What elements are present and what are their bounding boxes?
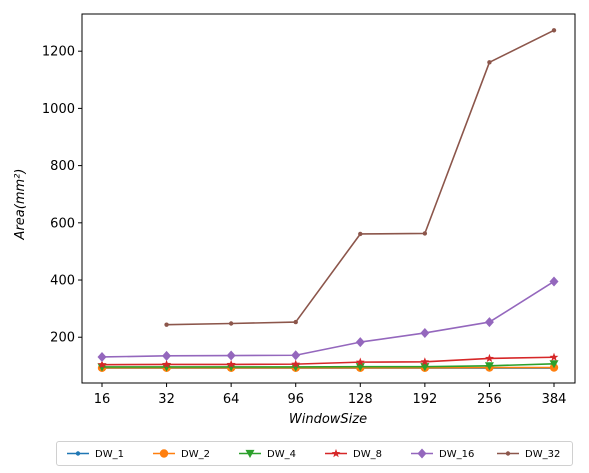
legend-entry: DW_8 <box>325 449 382 460</box>
data-point <box>487 60 491 64</box>
data-point <box>291 350 300 360</box>
x-tick-label: 32 <box>158 392 175 407</box>
x-tick-label: 96 <box>287 392 304 407</box>
legend-entry: DW_1 <box>67 449 124 460</box>
y-tick-label: 600 <box>50 216 75 231</box>
y-axis-label: Area(mm²) <box>13 169 28 241</box>
data-point <box>164 322 168 326</box>
axes-layer: 16 32 64 96 128 192 256 384 200 400 600 800 1000 1200 <box>42 14 575 407</box>
legend-entry: DW_32 <box>497 449 560 460</box>
series-line <box>102 281 554 357</box>
legend-marker <box>418 449 427 459</box>
data-point <box>550 276 559 286</box>
data-point <box>294 320 298 324</box>
data-point <box>358 232 362 236</box>
legend-entry: DW_2 <box>153 449 210 460</box>
x-tick-label: 192 <box>412 392 437 407</box>
data-point <box>227 351 236 361</box>
data-point <box>229 321 233 325</box>
x-axis-label: WindowSize <box>289 412 367 427</box>
legend-entry: DW_16 <box>411 449 474 461</box>
y-tick-label: 1200 <box>42 45 75 60</box>
data-point <box>423 231 427 235</box>
x-tick-label: 256 <box>477 392 502 407</box>
legend: DW_1 DW_2 DW_4 DW_8 DW_16 DW_32 <box>56 441 573 466</box>
data-point <box>420 328 429 338</box>
data-point <box>356 337 365 347</box>
legend-entry: DW_4 <box>239 449 296 460</box>
legend-marker <box>506 451 510 455</box>
y-tick-label: 1000 <box>42 102 75 117</box>
legend-label: DW_8 <box>353 449 382 460</box>
y-tick-label: 400 <box>50 274 75 289</box>
series-dw-16 <box>98 276 559 362</box>
x-tick-label: 16 <box>94 392 111 407</box>
legend-marker <box>160 449 168 457</box>
data-point <box>550 353 559 361</box>
legend-label: DW_16 <box>439 449 474 460</box>
plot-frame <box>82 14 575 383</box>
x-tick-label: 128 <box>348 392 373 407</box>
legend-label: DW_2 <box>181 449 210 460</box>
x-tick-label: 384 <box>542 392 567 407</box>
series-line <box>167 30 554 324</box>
legend-label: DW_32 <box>525 449 560 460</box>
series-dw-32 <box>164 28 556 327</box>
data-point <box>98 352 107 362</box>
series-layer <box>98 28 559 372</box>
x-tick-label: 64 <box>223 392 240 407</box>
legend-marker <box>76 451 80 455</box>
y-tick-label: 200 <box>50 331 75 346</box>
y-tick-label: 800 <box>50 159 75 174</box>
legend-label: DW_1 <box>95 449 124 460</box>
data-point <box>485 317 494 327</box>
legend-label: DW_4 <box>267 449 296 460</box>
data-point <box>485 354 494 362</box>
legend-marker <box>332 449 341 457</box>
data-point <box>552 28 556 32</box>
data-point <box>162 351 171 361</box>
